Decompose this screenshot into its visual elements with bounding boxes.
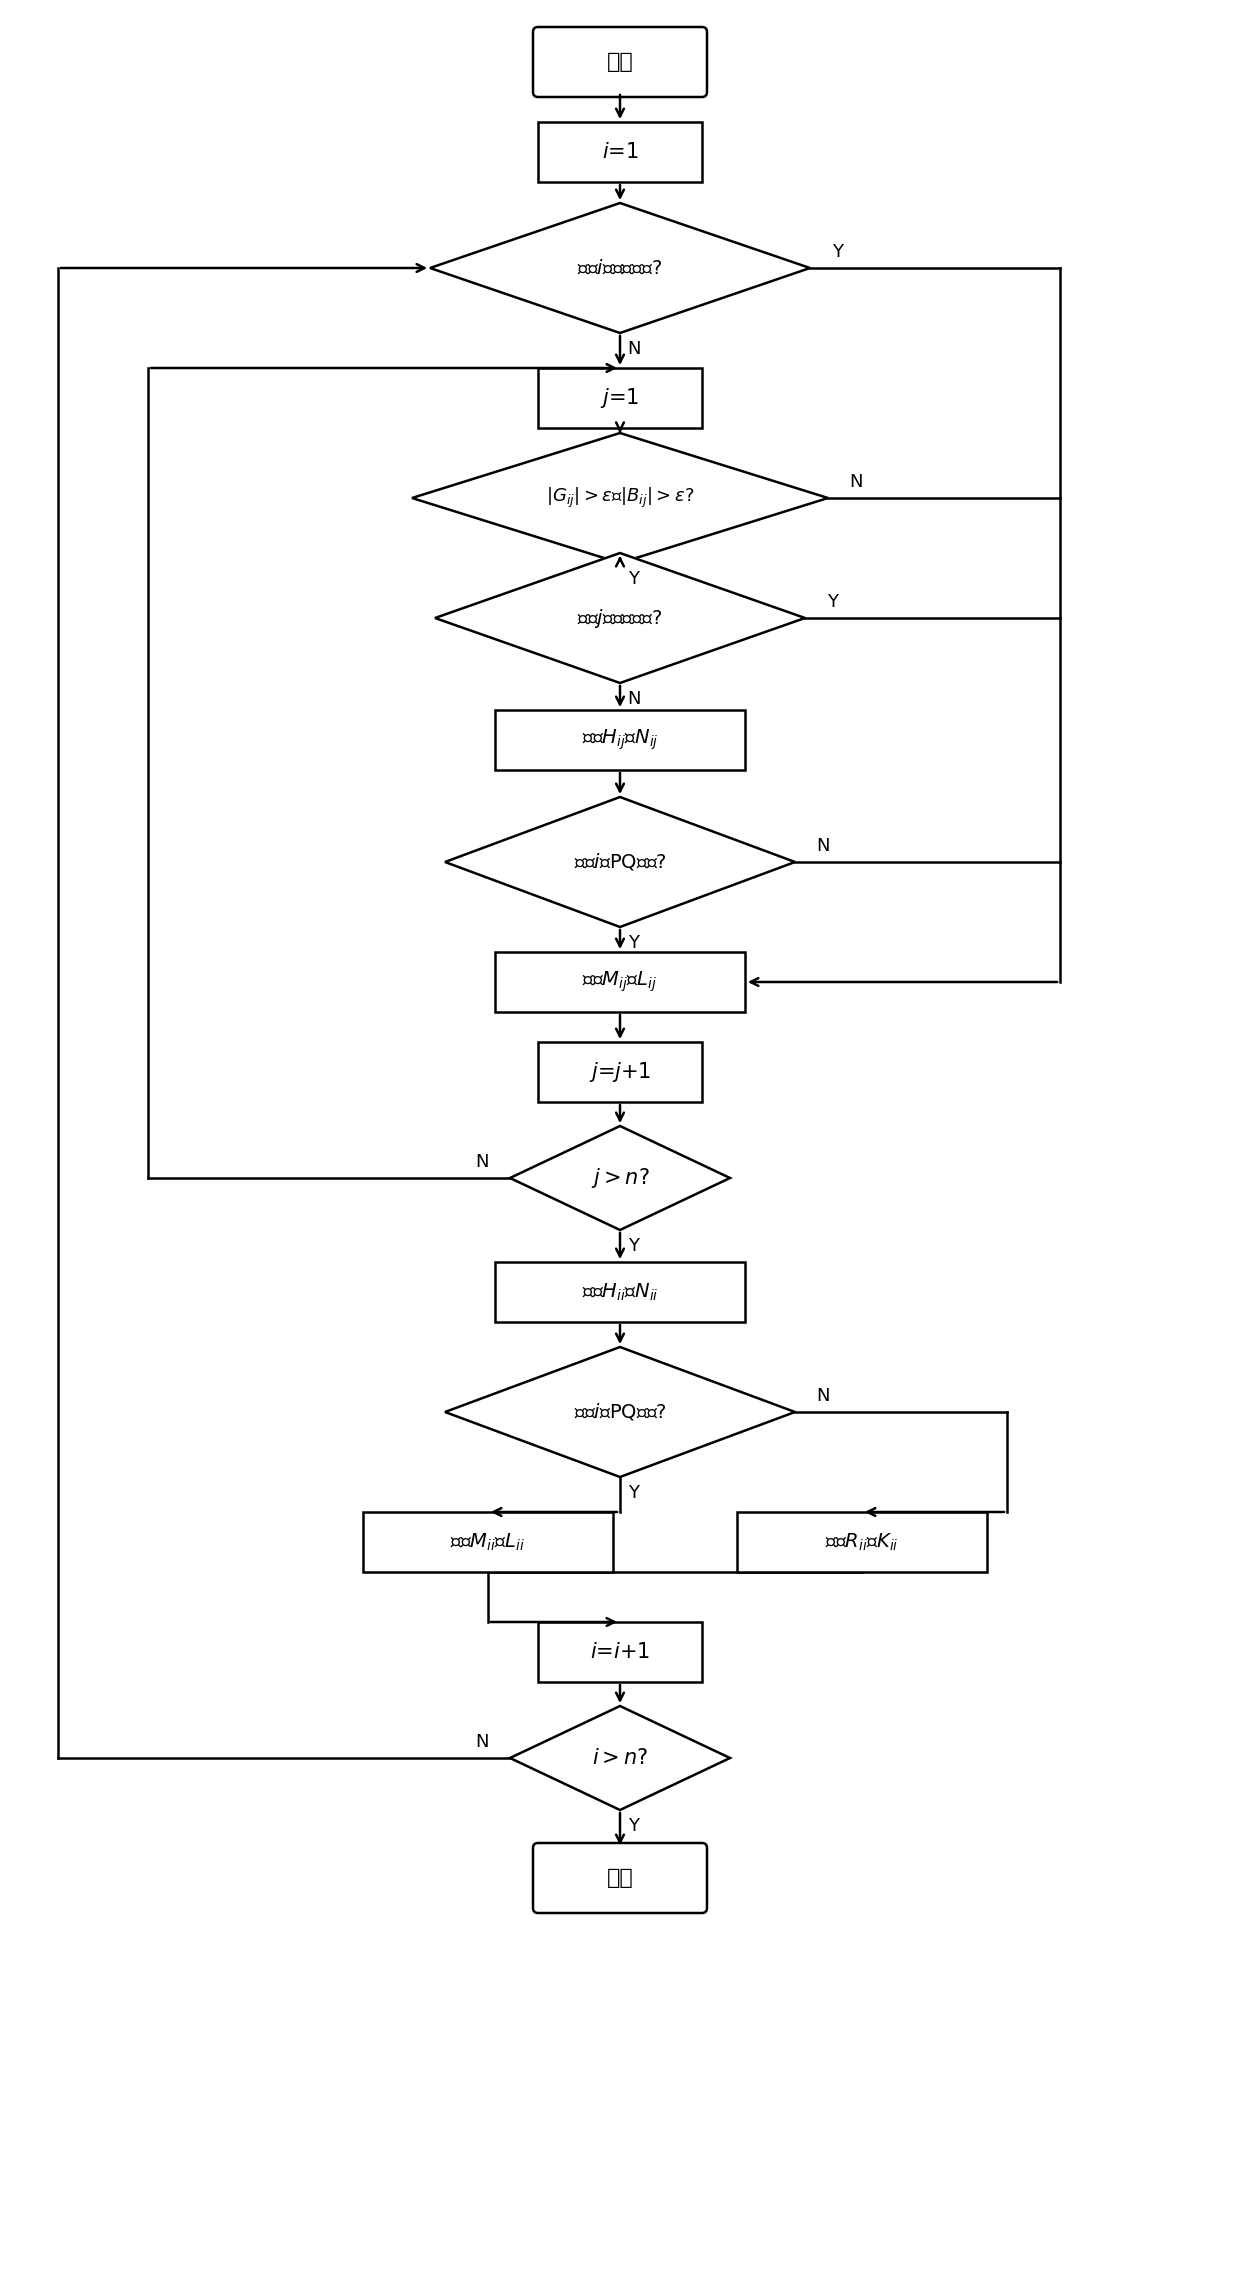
Text: 节点$i$是平衡节点?: 节点$i$是平衡节点? bbox=[578, 259, 662, 277]
Polygon shape bbox=[510, 1706, 730, 1809]
Text: $j$=1: $j$=1 bbox=[600, 385, 640, 410]
Text: Y: Y bbox=[827, 594, 838, 610]
Text: 计算$M_{ij}$、$L_{ij}$: 计算$M_{ij}$、$L_{ij}$ bbox=[583, 970, 657, 995]
Polygon shape bbox=[412, 433, 828, 564]
Text: Y: Y bbox=[629, 1236, 640, 1254]
Text: N: N bbox=[816, 1387, 830, 1406]
Text: 结束: 结束 bbox=[606, 1869, 634, 1887]
Text: Y: Y bbox=[832, 243, 843, 261]
Polygon shape bbox=[435, 553, 805, 683]
Text: Y: Y bbox=[629, 933, 640, 952]
Text: 修正$H_{ii}$、$N_{ii}$: 修正$H_{ii}$、$N_{ii}$ bbox=[582, 1282, 658, 1302]
Text: N: N bbox=[849, 472, 863, 491]
Text: 计算$H_{ij}$、$N_{ij}$: 计算$H_{ij}$、$N_{ij}$ bbox=[582, 727, 658, 752]
Text: N: N bbox=[627, 690, 641, 709]
Bar bbox=[538, 1041, 702, 1103]
Text: 计算$R_{ii}$、$K_{ii}$: 计算$R_{ii}$、$K_{ii}$ bbox=[825, 1532, 899, 1552]
Polygon shape bbox=[510, 1126, 730, 1229]
Polygon shape bbox=[445, 798, 795, 926]
Text: 节点$i$是PQ节点?: 节点$i$是PQ节点? bbox=[574, 1401, 666, 1422]
Text: Y: Y bbox=[629, 571, 640, 587]
Polygon shape bbox=[445, 1346, 795, 1477]
Text: Y: Y bbox=[629, 1484, 640, 1502]
Text: $i>n$?: $i>n$? bbox=[591, 1747, 649, 1768]
Text: Y: Y bbox=[629, 1816, 640, 1834]
Bar bbox=[538, 1621, 702, 1683]
Text: $i$=1: $i$=1 bbox=[601, 142, 639, 163]
Text: N: N bbox=[816, 837, 830, 855]
FancyBboxPatch shape bbox=[533, 28, 707, 96]
Text: 节点$j$是平衡节点?: 节点$j$是平衡节点? bbox=[578, 608, 662, 631]
Bar bbox=[363, 1511, 613, 1573]
Text: $|G_{ij}|>\varepsilon$或$|B_{ij}|>\varepsilon$?: $|G_{ij}|>\varepsilon$或$|B_{ij}|>\vareps… bbox=[546, 486, 694, 509]
Text: 节点$i$是PQ节点?: 节点$i$是PQ节点? bbox=[574, 851, 666, 874]
Text: N: N bbox=[475, 1153, 489, 1172]
Bar bbox=[495, 1261, 745, 1323]
Text: $j>n$?: $j>n$? bbox=[590, 1167, 650, 1190]
Polygon shape bbox=[430, 204, 810, 332]
Bar bbox=[538, 367, 702, 429]
Bar bbox=[495, 952, 745, 1011]
Text: N: N bbox=[475, 1734, 489, 1752]
Bar bbox=[495, 711, 745, 770]
Bar bbox=[538, 122, 702, 181]
FancyBboxPatch shape bbox=[533, 1844, 707, 1912]
Text: $j$=$j$+1: $j$=$j$+1 bbox=[589, 1059, 651, 1085]
Text: 修正$M_{ii}$、$L_{ii}$: 修正$M_{ii}$、$L_{ii}$ bbox=[450, 1532, 526, 1552]
Text: 开始: 开始 bbox=[606, 53, 634, 71]
Text: N: N bbox=[627, 339, 641, 358]
Bar bbox=[737, 1511, 987, 1573]
Text: $i$=$i$+1: $i$=$i$+1 bbox=[590, 1642, 650, 1662]
